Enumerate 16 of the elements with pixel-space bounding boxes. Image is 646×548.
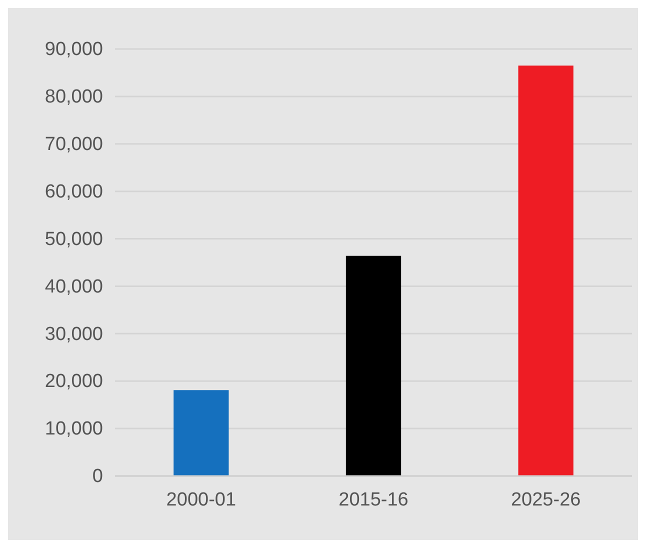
y-tick-label: 50,000 bbox=[44, 228, 103, 250]
y-tick-label: 70,000 bbox=[44, 134, 103, 155]
y-tick-label: 10,000 bbox=[44, 418, 103, 440]
x-tick-label: 2000-01 bbox=[166, 489, 236, 510]
y-tick-label: 20,000 bbox=[44, 371, 103, 392]
y-tick-label: 40,000 bbox=[44, 276, 103, 298]
bar bbox=[346, 256, 402, 476]
y-tick-label: 30,000 bbox=[44, 324, 103, 345]
y-tick-label: 0 bbox=[92, 466, 103, 488]
x-tick-label: 2025-26 bbox=[510, 489, 581, 510]
bar bbox=[174, 390, 229, 476]
y-tick-label: 80,000 bbox=[44, 86, 103, 108]
bar bbox=[518, 66, 574, 476]
x-tick-label: 2015-16 bbox=[338, 489, 408, 510]
y-tick-label: 60,000 bbox=[44, 181, 103, 202]
y-tick-label: 90,000 bbox=[44, 39, 103, 60]
